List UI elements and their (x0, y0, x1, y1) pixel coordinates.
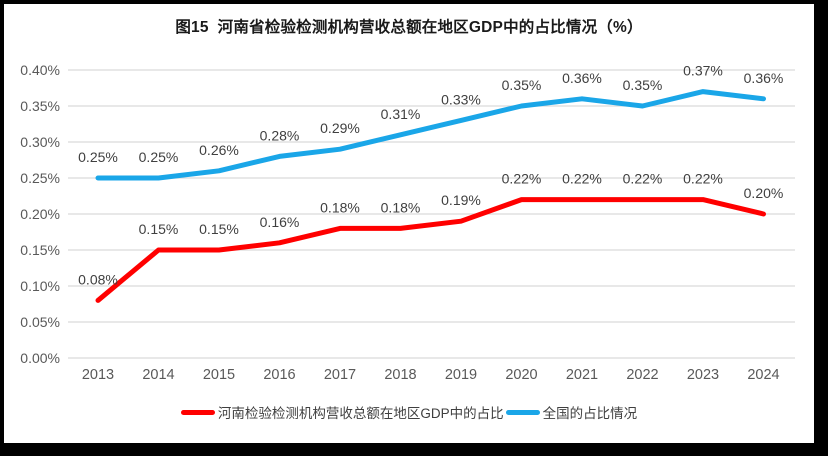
x-tick-label: 2020 (505, 367, 537, 383)
y-tick-label: 0.35% (20, 98, 60, 114)
data-label: 0.22% (502, 171, 542, 187)
data-label: 0.25% (139, 149, 179, 165)
legend-item-henan: 河南检验检测机构营收总额在地区GDP中的占比 (180, 402, 504, 422)
y-tick-label: 0.05% (20, 314, 60, 330)
x-tick-label: 2018 (384, 367, 416, 383)
data-label: 0.18% (320, 199, 360, 215)
data-label: 0.28% (260, 127, 300, 143)
x-tick-label: 2014 (142, 367, 174, 383)
data-label: 0.36% (744, 70, 784, 86)
y-tick-label: 0.25% (20, 170, 60, 186)
x-tick-label: 2022 (626, 367, 658, 383)
data-label: 0.16% (260, 214, 300, 230)
data-label: 0.35% (502, 77, 542, 93)
x-tick-label: 2015 (203, 367, 235, 383)
x-tick-label: 2016 (263, 367, 295, 383)
data-label: 0.22% (683, 171, 723, 187)
legend-label-henan: 河南检验检测机构营收总额在地区GDP中的占比 (217, 406, 504, 421)
data-label: 0.29% (320, 120, 360, 136)
x-tick-label: 2013 (82, 367, 114, 383)
data-label: 0.18% (381, 199, 421, 215)
data-label: 0.22% (623, 171, 663, 187)
data-label: 0.15% (139, 221, 179, 237)
y-tick-label: 0.10% (20, 278, 60, 294)
data-label: 0.15% (199, 221, 239, 237)
y-tick-label: 0.30% (20, 134, 60, 150)
y-tick-label: 0.20% (20, 206, 60, 222)
x-tick-label: 2017 (324, 367, 356, 383)
henan-series-line (95, 197, 766, 303)
x-tick-label: 2023 (687, 367, 719, 383)
data-label: 0.37% (683, 63, 723, 79)
chart-title: 图15 河南省检验检测机构营收总额在地区GDP中的占比情况（%） (175, 19, 643, 36)
legend-item-national: 全国的占比情况 (505, 402, 638, 422)
national-line-swatch-icon (505, 409, 540, 415)
y-tick-label: 0.15% (20, 242, 60, 258)
data-label: 0.31% (381, 106, 421, 122)
data-label: 0.22% (562, 171, 602, 187)
data-label: 0.36% (562, 70, 602, 86)
legend-label-national: 全国的占比情况 (542, 406, 638, 421)
x-tick-label: 2024 (747, 367, 779, 383)
y-tick-label: 0.40% (20, 62, 60, 78)
y-tick-label: 0.00% (20, 350, 60, 366)
data-label: 0.26% (199, 142, 239, 158)
x-tick-label: 2021 (566, 367, 598, 383)
data-label: 0.25% (78, 149, 118, 165)
data-label: 0.35% (623, 77, 663, 93)
line-chart-plot-area: 0.00% 0.05% 0.10% 0.15% 0.20% 0.25% 0.30% 0.35%… (20, 62, 795, 383)
data-label: 0.33% (441, 91, 481, 107)
x-tick-label: 2019 (445, 367, 477, 383)
legend: 河南检验检测机构营收总额在地区GDP中的占比 全国的占比情况 (4, 402, 814, 422)
data-label: 0.19% (441, 192, 481, 208)
national-series-line (95, 89, 766, 181)
henan-line-swatch-icon (180, 409, 215, 415)
data-label: 0.20% (744, 185, 784, 201)
data-label: 0.08% (78, 271, 118, 287)
